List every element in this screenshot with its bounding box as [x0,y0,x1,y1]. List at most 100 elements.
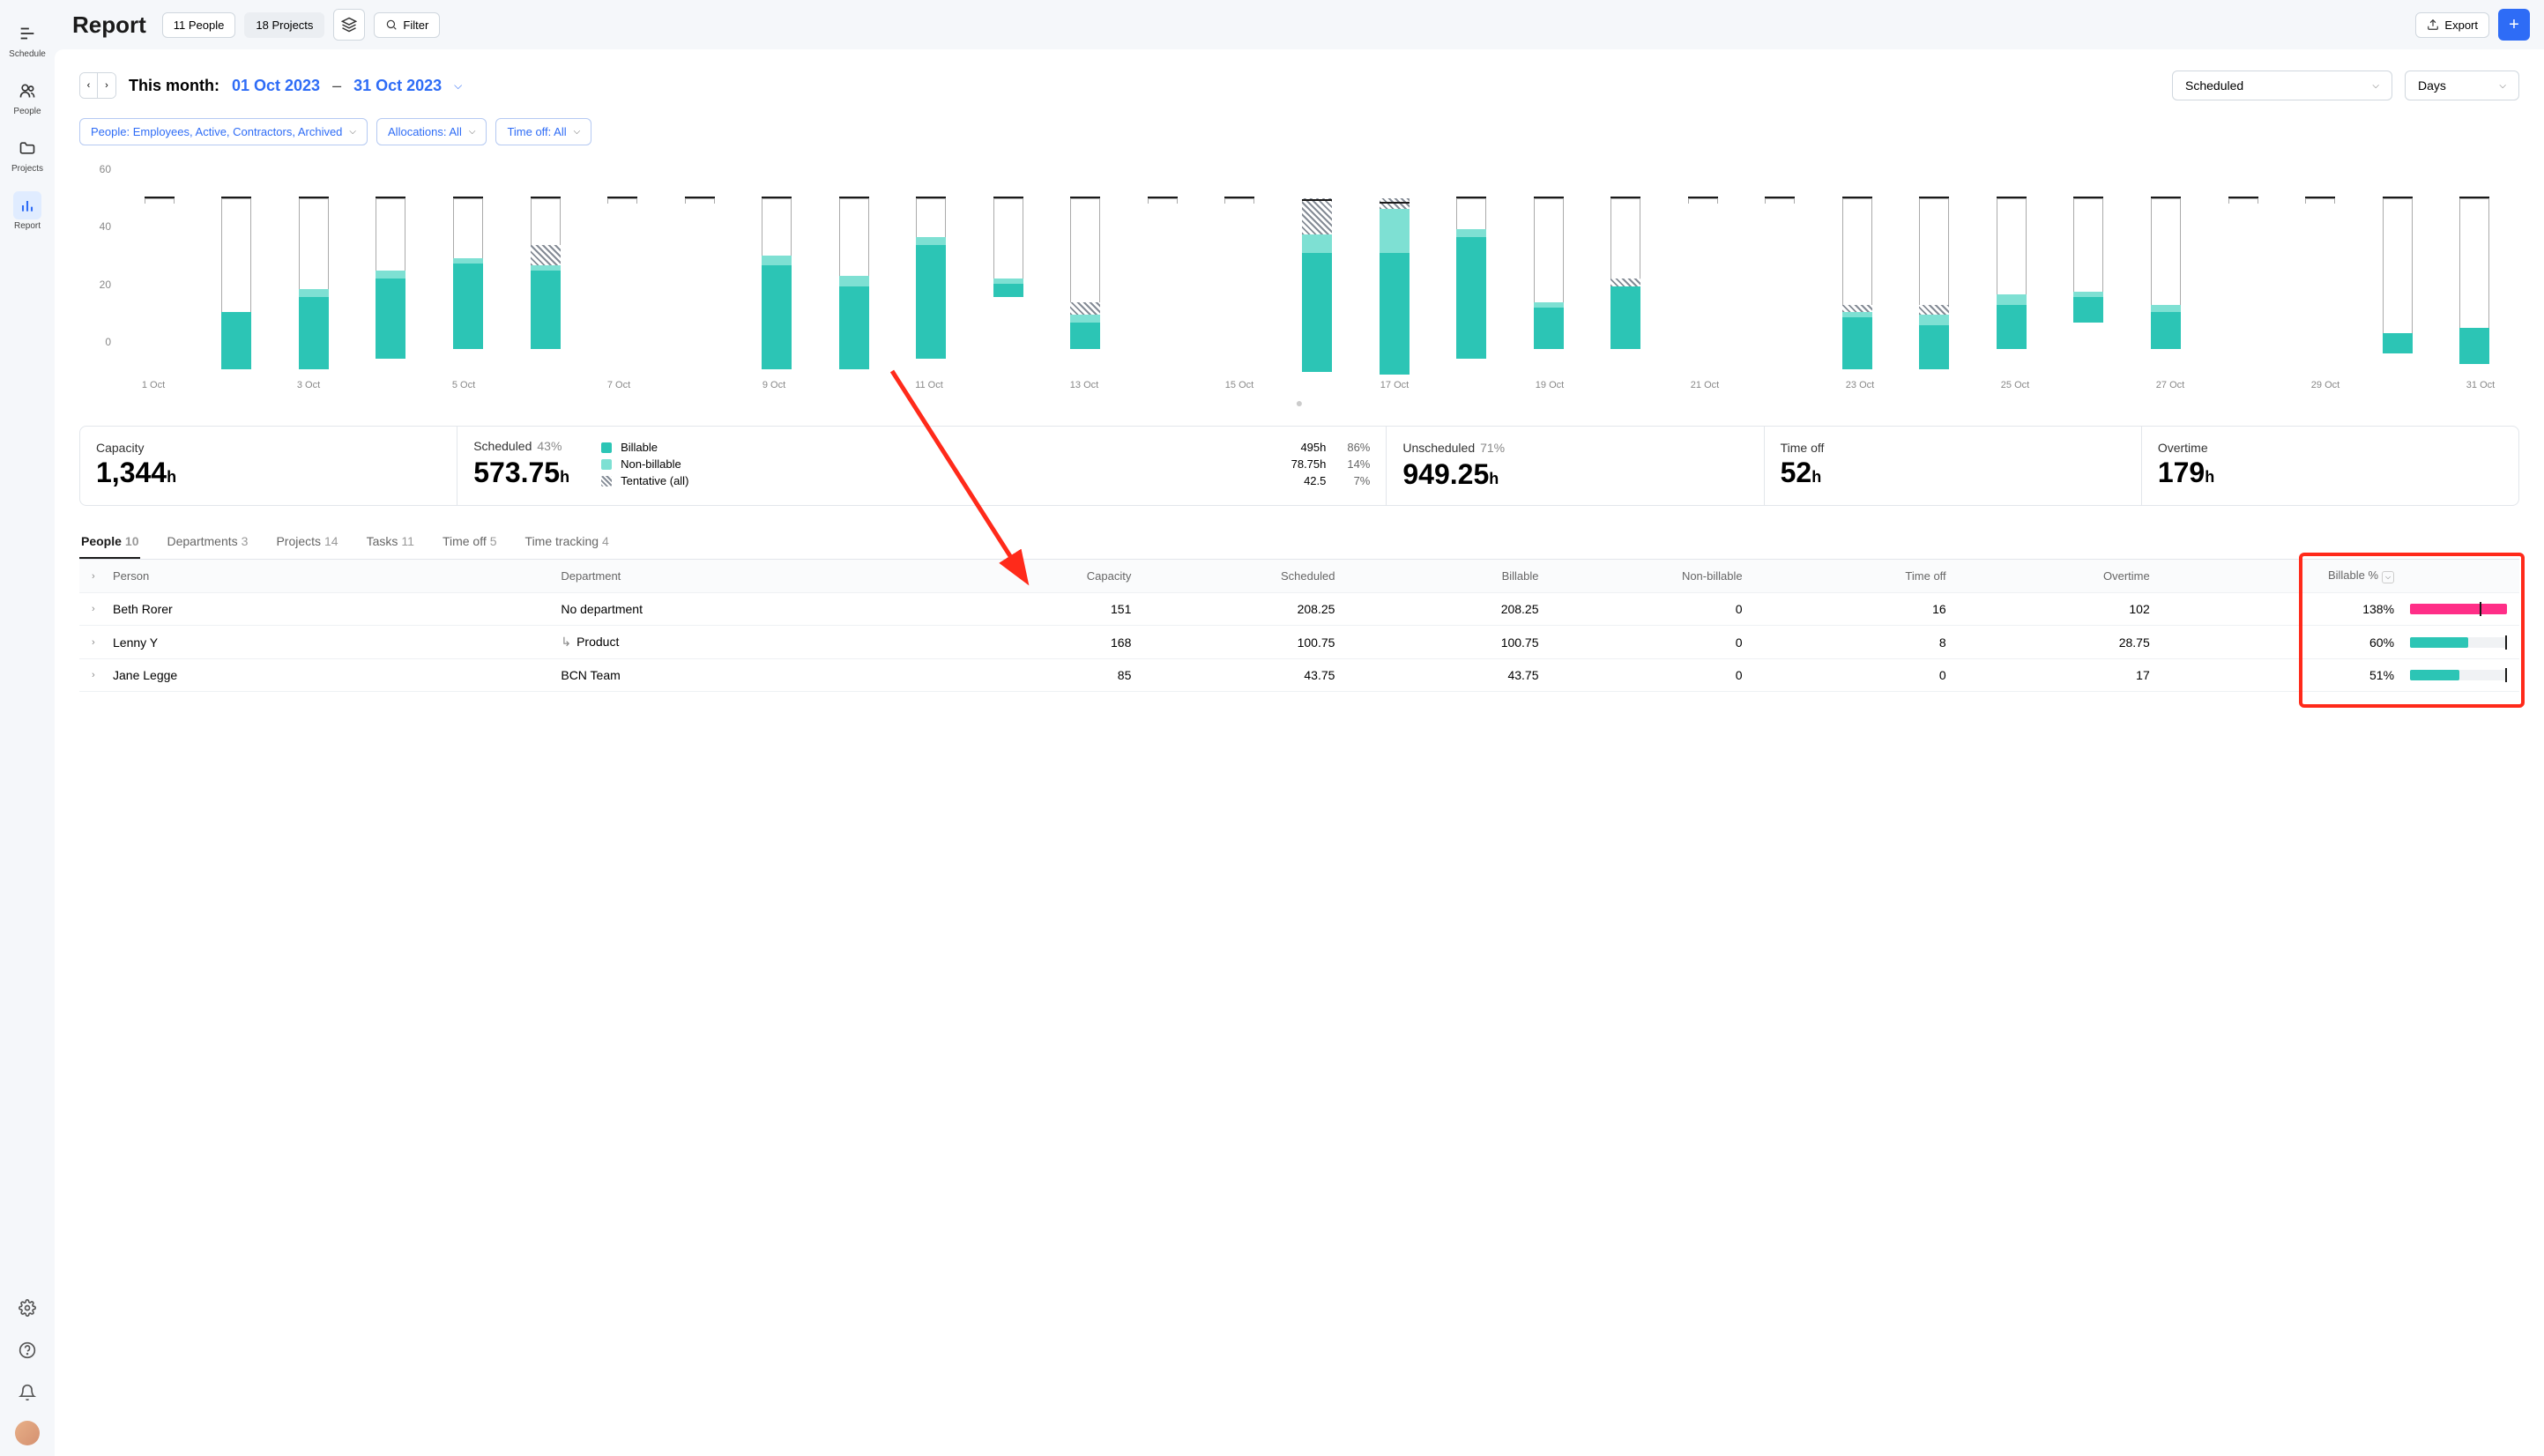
table-row[interactable]: › Jane Legge BCN Team 85 43.75 43.75 0 0… [79,659,2519,692]
bar-day[interactable] [1667,198,1739,375]
bar-day[interactable] [1975,198,2048,375]
nav-projects[interactable]: Projects [6,125,48,182]
table-header: › Person Department Capacity Scheduled B… [79,560,2519,593]
bar-day[interactable] [355,198,428,375]
bar-day[interactable] [2207,198,2280,375]
th-billable-pct[interactable]: Billable %⌵ [2150,568,2394,583]
nav-schedule[interactable]: Schedule [6,11,48,68]
date-start[interactable]: 01 Oct 2023 [232,77,320,95]
x-axis-labels: 1 Oct3 Oct5 Oct7 Oct9 Oct11 Oct13 Oct15 … [79,380,2519,390]
th-department[interactable]: Department [561,569,927,583]
overtime-card: Overtime 179h [2142,427,2518,505]
table-row[interactable]: › Lenny Y ↳Product 168 100.75 100.75 0 8… [79,626,2519,659]
bar-day[interactable] [586,198,658,375]
date-nav-arrows: ‹ › [79,72,116,99]
expand-all-icon[interactable]: › [92,571,113,582]
th-person[interactable]: Person [113,569,561,583]
bar-day[interactable] [2438,198,2511,375]
th-timeoff[interactable]: Time off [1743,569,1946,583]
bar-day[interactable] [432,198,504,375]
timeoff-card: Time off 52h [1765,427,2142,505]
bar-day[interactable] [1204,198,1276,375]
bar-day[interactable] [1513,198,1585,375]
bar-day[interactable] [2130,198,2202,375]
filter-chip-1[interactable]: Allocations: All⌵ [376,118,487,145]
table-row[interactable]: › Beth Rorer No department 151 208.25 20… [79,593,2519,626]
date-row: ‹ › This month: 01 Oct 2023 – 31 Oct 202… [79,71,2519,100]
projects-count-pill[interactable]: 18 Projects [244,12,324,38]
scheduled-card: Scheduled43% 573.75h Billable495h86%Non-… [457,427,1387,505]
date-end[interactable]: 31 Oct 2023 [353,77,442,95]
tab-departments[interactable]: Departments3 [165,525,249,559]
people-table: › Person Department Capacity Scheduled B… [79,560,2519,692]
prev-period-button[interactable]: ‹ [80,73,98,98]
export-button[interactable]: Export [2415,12,2489,38]
bar-day[interactable] [1821,198,1893,375]
date-dropdown-icon[interactable]: ⌵ [454,79,462,93]
help-icon[interactable] [13,1336,41,1364]
settings-icon[interactable] [13,1294,41,1322]
bar-day[interactable] [1744,198,1816,375]
bar-day[interactable] [1127,198,1199,375]
bar-day[interactable] [1899,198,1971,375]
chart-legend: Billable495h86%Non-billable78.75h14%Tent… [569,439,1370,493]
notifications-icon[interactable] [13,1378,41,1407]
tab-tasks[interactable]: Tasks11 [365,525,416,559]
y-axis: 6040200 [79,163,111,348]
nav-people[interactable]: People [6,68,48,125]
th-billable[interactable]: Billable [1335,569,1538,583]
th-nonbillable[interactable]: Non-billable [1539,569,1743,583]
bar-day[interactable] [1050,198,1122,375]
filter-chip-0[interactable]: People: Employees, Active, Contractors, … [79,118,368,145]
th-overtime[interactable]: Overtime [1946,569,2150,583]
bar-day[interactable] [510,198,582,375]
people-count-pill[interactable]: 11 People [162,12,236,38]
bar-day[interactable] [895,198,967,375]
th-capacity[interactable]: Capacity [927,569,1131,583]
bar-day[interactable] [123,198,196,375]
mode-select[interactable]: Scheduled⌵ [2172,71,2392,100]
expand-row-icon[interactable]: › [92,670,113,680]
bar-day[interactable] [1589,198,1662,375]
bar-day[interactable] [1281,198,1353,375]
bar-day[interactable] [2284,198,2356,375]
billable-pct-dropdown-icon[interactable]: ⌵ [2382,571,2394,583]
chart-pager-dot: ● [79,396,2519,410]
layers-icon[interactable] [333,9,365,41]
bar-day[interactable] [818,198,890,375]
date-period-label: This month: [129,77,219,95]
bar-day[interactable] [2053,198,2125,375]
tab-projects[interactable]: Projects14 [274,525,339,559]
bar-day[interactable] [664,198,736,375]
filter-chip-2[interactable]: Time off: All⌵ [495,118,591,145]
add-button[interactable]: + [2498,9,2530,41]
bar-day[interactable] [278,198,350,375]
filter-button[interactable]: Filter [374,12,440,38]
unit-select[interactable]: Days⌵ [2405,71,2519,100]
bar-day[interactable] [1358,198,1431,375]
user-avatar[interactable] [15,1421,40,1445]
page-title: Report [72,11,146,39]
expand-row-icon[interactable]: › [92,637,113,648]
capacity-card: Capacity 1,344h [80,427,457,505]
expand-row-icon[interactable]: › [92,604,113,614]
content-area: ‹ › This month: 01 Oct 2023 – 31 Oct 202… [55,49,2544,1456]
tab-people[interactable]: People10 [79,525,140,559]
bar-day[interactable] [972,198,1045,375]
chart-bars [115,198,2519,375]
unscheduled-card: Unscheduled71% 949.25h [1387,427,1764,505]
bar-day[interactable] [1435,198,1507,375]
tab-time-off[interactable]: Time off5 [441,525,499,559]
bar-day[interactable] [740,198,813,375]
bar-day[interactable] [2362,198,2434,375]
th-scheduled[interactable]: Scheduled [1131,569,1335,583]
top-bar: Report 11 People 18 Projects Filter Expo… [55,0,2544,49]
next-period-button[interactable]: › [98,73,115,98]
chart: 6040200 1 Oct3 Oct5 Oct7 Oct9 Oct11 Oct1… [79,163,2519,410]
tab-time-tracking[interactable]: Time tracking4 [524,525,611,559]
filter-chips-row: People: Employees, Active, Contractors, … [79,118,2519,145]
nav-report[interactable]: Report [6,182,48,240]
left-sidebar: SchedulePeopleProjectsReport [0,0,55,1456]
bar-day[interactable] [201,198,273,375]
table-tabs: People10 Departments3 Projects14 Tasks11 Tim… [79,525,2519,560]
